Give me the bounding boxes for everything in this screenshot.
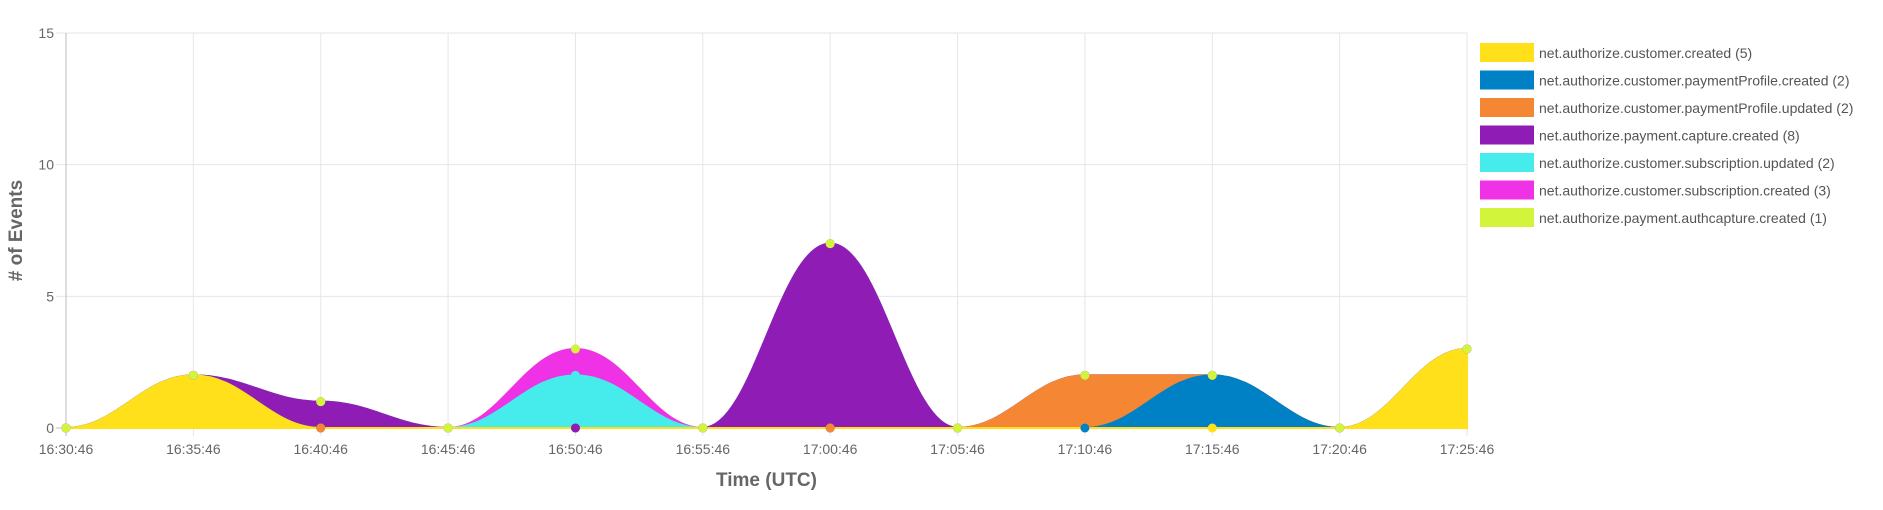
- legend-label: net.authorize.customer.paymentProfile.up…: [1539, 100, 1853, 116]
- x-tick-label: 17:15:46: [1185, 441, 1240, 457]
- data-point: [953, 423, 963, 433]
- data-point: [698, 423, 708, 433]
- data-point: [443, 423, 453, 433]
- x-tick-label: 16:35:46: [166, 441, 221, 457]
- y-axis-title: # of Events: [6, 180, 27, 281]
- grid: [56, 32, 1468, 436]
- x-tick-label: 16:45:46: [421, 441, 476, 457]
- x-tick-label: 16:30:46: [39, 441, 94, 457]
- data-point: [825, 239, 835, 249]
- y-tick-label: 0: [46, 420, 54, 436]
- y-tick-label: 10: [38, 157, 54, 173]
- x-tick-label: 17:10:46: [1058, 441, 1113, 457]
- data-point: [570, 344, 580, 354]
- legend-label: net.authorize.customer.subscription.upda…: [1539, 155, 1835, 171]
- x-tick-label: 17:05:46: [930, 441, 985, 457]
- x-tick-label: 17:00:46: [803, 441, 858, 457]
- legend-label: net.authorize.customer.paymentProfile.cr…: [1539, 73, 1850, 89]
- x-tick-label: 16:40:46: [293, 441, 348, 457]
- legend-swatch: [1480, 98, 1534, 117]
- legend-label: net.authorize.payment.authcapture.create…: [1539, 210, 1827, 226]
- data-point: [1462, 344, 1472, 354]
- legend: net.authorize.customer.created (5) net.au…: [1480, 43, 1853, 227]
- legend-label: net.authorize.payment.capture.created (8…: [1539, 128, 1800, 144]
- x-axis-title: Time (UTC): [716, 470, 817, 491]
- data-point: [188, 370, 198, 380]
- legend-swatch: [1480, 180, 1534, 200]
- legend-swatch: [1480, 43, 1534, 62]
- axes: 0 5 10 15 16:30:46 16:35:46 16:40:46 16:45:46 16…: [38, 25, 1494, 457]
- legend-swatch: [1480, 125, 1534, 145]
- legend-swatch: [1480, 153, 1534, 172]
- data-point: [1080, 423, 1090, 433]
- x-tick-label: 17:25:46: [1440, 441, 1495, 457]
- data-point: [1207, 423, 1217, 433]
- data-point: [570, 370, 580, 380]
- series-area: [65, 347, 1468, 430]
- data-point: [1207, 370, 1217, 380]
- data-point: [1080, 370, 1090, 380]
- data-point: [825, 423, 835, 433]
- y-tick-label: 15: [38, 25, 54, 41]
- legend-label: net.authorize.customer.created (5): [1539, 45, 1752, 61]
- legend-swatch: [1480, 70, 1534, 90]
- x-tick-label: 17:20:46: [1312, 441, 1367, 457]
- series-points: [61, 239, 1472, 433]
- x-tick-label: 16:50:46: [548, 441, 603, 457]
- data-point: [1335, 423, 1345, 433]
- y-tick-label: 5: [46, 288, 54, 304]
- x-tick-label: 16:55:46: [676, 441, 731, 457]
- legend-label: net.authorize.customer.subscription.crea…: [1539, 183, 1831, 199]
- legend-swatch: [1480, 208, 1534, 227]
- series-areas: [65, 242, 1468, 430]
- data-point: [61, 423, 71, 433]
- data-point: [316, 397, 326, 407]
- data-point: [316, 423, 326, 433]
- data-point: [570, 423, 580, 433]
